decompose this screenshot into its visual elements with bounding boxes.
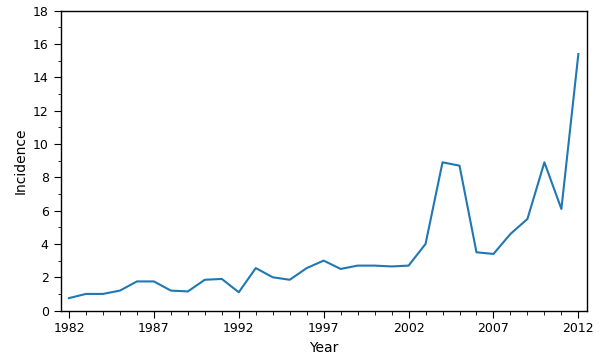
X-axis label: Year: Year (309, 341, 338, 355)
Y-axis label: Incidence: Incidence (13, 127, 27, 194)
